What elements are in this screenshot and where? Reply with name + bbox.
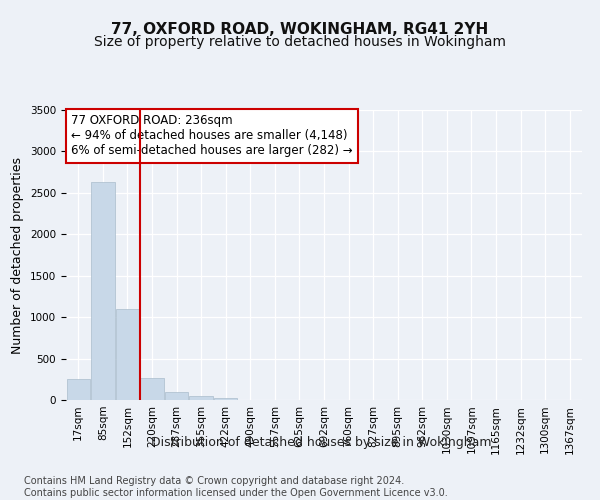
Text: Contains HM Land Registry data © Crown copyright and database right 2024.
Contai: Contains HM Land Registry data © Crown c… [24,476,448,498]
Bar [214,398,238,400]
Text: Distribution of detached houses by size in Wokingham: Distribution of detached houses by size … [151,436,491,449]
Bar [91,182,115,400]
Text: Size of property relative to detached houses in Wokingham: Size of property relative to detached ho… [94,35,506,49]
Y-axis label: Number of detached properties: Number of detached properties [11,156,25,354]
Bar [165,392,188,400]
Bar [140,378,164,400]
Bar [190,396,213,400]
Text: 77 OXFORD ROAD: 236sqm
← 94% of detached houses are smaller (4,148)
6% of semi-d: 77 OXFORD ROAD: 236sqm ← 94% of detached… [71,114,353,158]
Bar [67,380,90,400]
Text: 77, OXFORD ROAD, WOKINGHAM, RG41 2YH: 77, OXFORD ROAD, WOKINGHAM, RG41 2YH [112,22,488,38]
Bar [116,309,139,400]
